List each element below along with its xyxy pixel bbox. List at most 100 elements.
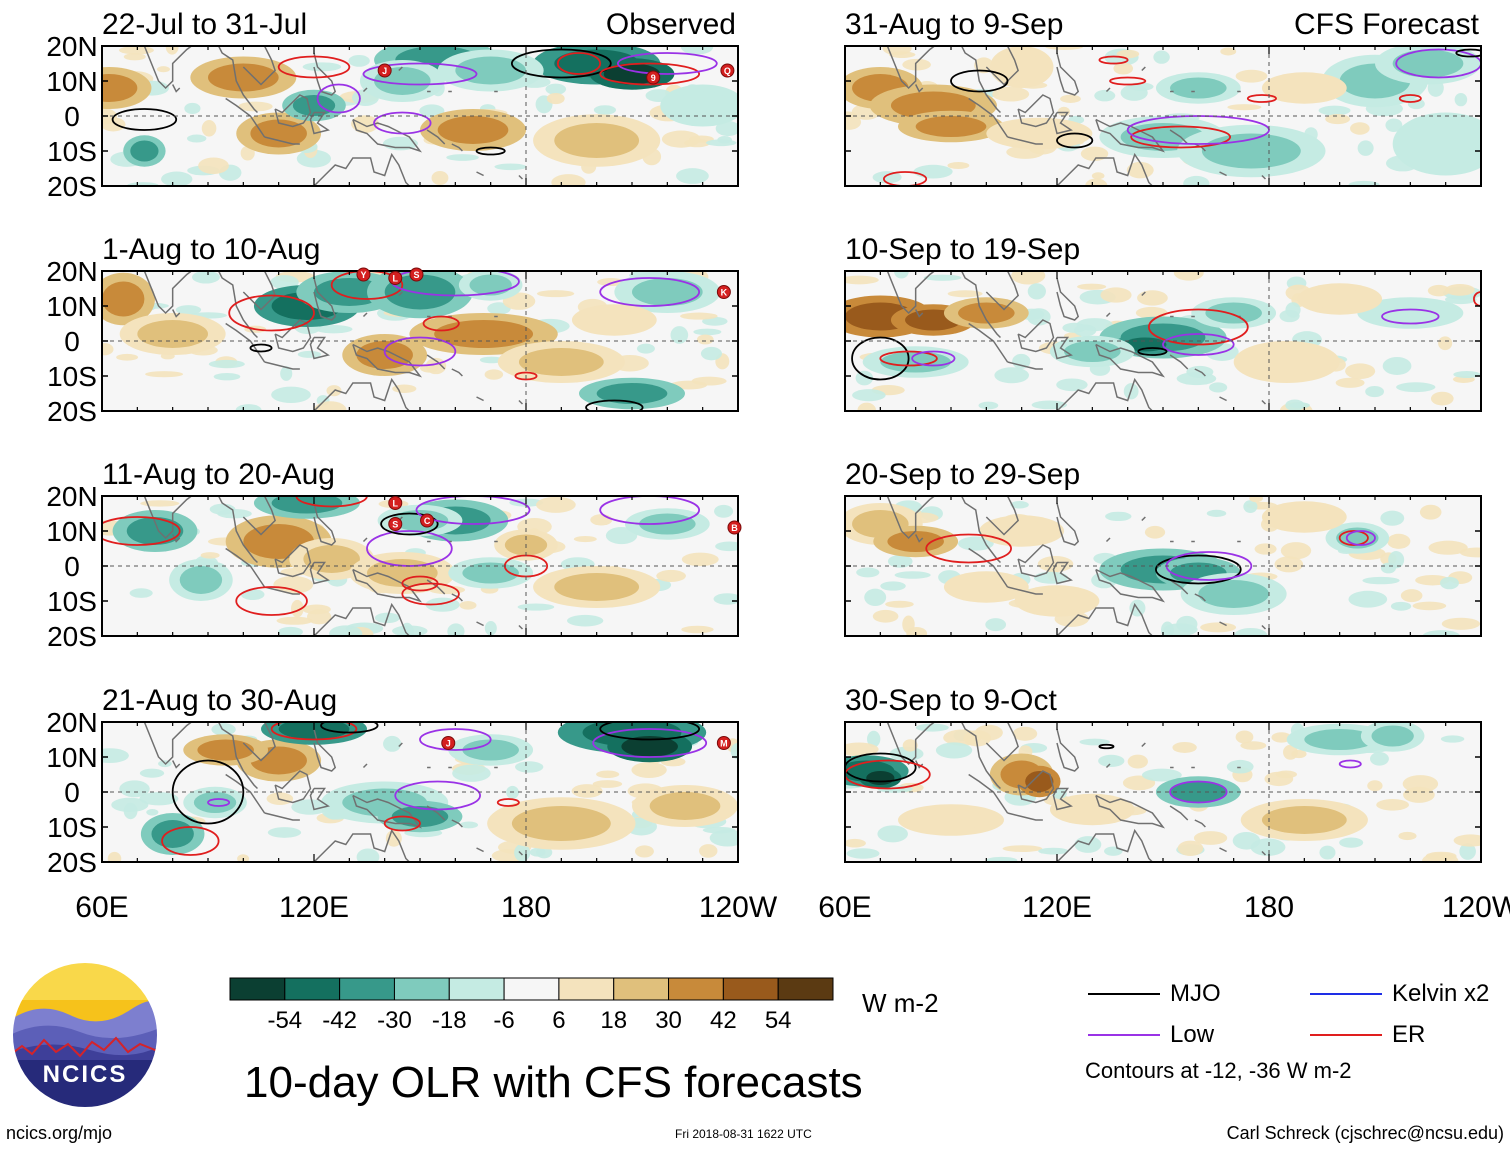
olr-anomaly [213, 372, 241, 381]
coastline [242, 722, 276, 762]
olr-anomaly [1002, 845, 1043, 852]
storm-marker-letter: J [382, 66, 387, 76]
coastline [217, 271, 258, 339]
storm-marker-icon [388, 496, 403, 510]
olr-anomaly [1173, 271, 1204, 281]
coastline [274, 94, 312, 128]
olr-anomaly [1325, 114, 1351, 125]
storm-marker: S [388, 517, 403, 531]
olr-anomaly [1091, 172, 1105, 180]
olr-anomaly [1289, 402, 1310, 409]
olr-anomaly [992, 86, 1030, 102]
coastline [476, 621, 484, 627]
storm-marker-letter: J [446, 739, 451, 749]
olr-anomaly [586, 309, 643, 331]
contour-low [207, 798, 231, 807]
lon-label: 120W [699, 891, 778, 924]
coastline [1219, 171, 1227, 177]
olr-anomaly [191, 271, 220, 284]
coastline [518, 624, 523, 630]
olr-anomaly [292, 95, 336, 116]
colorbar-label: 6 [552, 1007, 565, 1034]
coastline [968, 773, 1009, 814]
coastline [960, 271, 1001, 339]
contour-er [383, 815, 421, 832]
olr-anomaly [1264, 771, 1294, 787]
coastline [1052, 111, 1073, 135]
coastline [451, 368, 463, 377]
coastline [914, 760, 924, 769]
olr-anomaly [545, 83, 567, 95]
coastline [985, 271, 1019, 311]
olr-anomaly [696, 334, 714, 345]
coastline [518, 174, 523, 180]
coastline [451, 143, 463, 152]
contour-low [1162, 333, 1235, 356]
panel-title: 30-Sep to 9-Oct [845, 684, 1057, 717]
coastline [1219, 621, 1227, 627]
olr-anomaly [1120, 84, 1148, 101]
coastline [352, 568, 423, 603]
olr-anomaly [201, 120, 217, 137]
olr-anomaly [635, 845, 654, 858]
contour-low [1169, 780, 1228, 804]
olr-anomaly [1176, 615, 1198, 633]
map-panel-obs-3: 20N 10N 0 10S 20S 11-Aug to 20-Aug [46, 458, 739, 652]
footer-website[interactable]: ncics.org/mjo [6, 1123, 113, 1143]
olr-anomaly [546, 92, 565, 105]
coastline [985, 496, 1019, 536]
olr-anomaly [511, 806, 611, 841]
olr-anomaly [116, 353, 139, 361]
olr-anomaly [872, 609, 899, 623]
olr-anomaly [452, 764, 491, 782]
olr-anomaly [947, 290, 983, 298]
olr-anomaly [1396, 382, 1436, 393]
olr-anomaly [1098, 754, 1125, 767]
coastline [960, 46, 1001, 114]
legend-note: Contours at -12, -36 W m-2 [1085, 1058, 1352, 1083]
olr-anomaly [573, 536, 597, 543]
lon-label: 120E [1022, 891, 1092, 924]
contour-mjo [1056, 132, 1094, 149]
olr-anomaly [271, 496, 343, 514]
olr-anomaly [551, 174, 586, 186]
olr-anomaly [709, 829, 738, 847]
contour-mjo [950, 69, 1009, 93]
olr-anomaly [1271, 732, 1292, 743]
olr-anomaly [1261, 806, 1347, 834]
olr-anomaly [845, 114, 862, 130]
storm-marker: Y [356, 267, 371, 282]
coastline [242, 496, 276, 536]
olr-anomaly [1249, 496, 1263, 503]
olr-anomaly [1453, 834, 1481, 847]
coastline [1007, 136, 1043, 145]
olr-anomaly [518, 348, 604, 376]
panel-title: 10-Sep to 19-Sep [845, 233, 1080, 266]
olr-anomaly [1445, 283, 1475, 296]
olr-anomaly [1403, 786, 1435, 803]
panel-title: 1-Aug to 10-Aug [102, 233, 320, 266]
contour-er [228, 294, 315, 332]
olr-anomaly [1422, 852, 1459, 862]
coastline [968, 322, 1009, 363]
lat-label: 20N [46, 481, 97, 512]
olr-anomaly [1459, 547, 1481, 558]
coastline [426, 579, 446, 595]
olr-anomaly [1440, 735, 1465, 743]
olr-anomaly [1382, 356, 1412, 375]
olr-anomaly [175, 305, 202, 315]
storm-marker: Q [720, 63, 735, 78]
olr-anomaly [434, 320, 534, 348]
coastline [476, 847, 484, 853]
olr-anomaly [517, 603, 555, 611]
olr-anomaly [1010, 500, 1029, 509]
storm-marker: J [441, 736, 456, 750]
coastline [1007, 812, 1043, 821]
olr-anomaly [715, 121, 738, 137]
coastline [476, 171, 484, 177]
contour-er [1109, 76, 1147, 86]
storm-marker-letter: S [392, 520, 398, 530]
olr-anomaly [1012, 726, 1038, 741]
map-field [845, 46, 1481, 186]
